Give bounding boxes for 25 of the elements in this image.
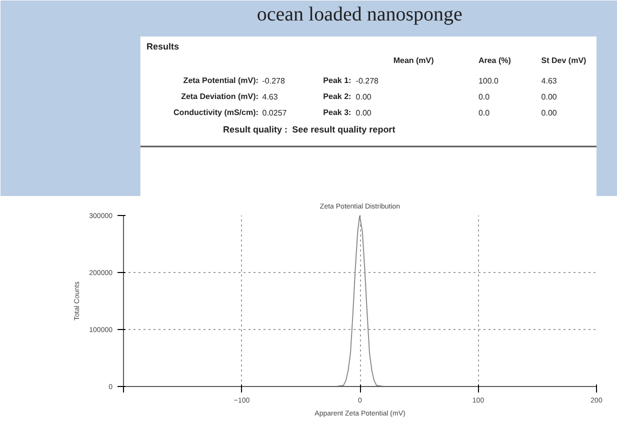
text: 0.00 <box>356 92 372 102</box>
text: Zeta Deviation (mV): <box>181 92 258 101</box>
text: Peak 2: <box>323 92 352 101</box>
text: -0.278 <box>262 76 286 86</box>
text: 0.00 <box>541 108 558 118</box>
text: ocean loaded nanosponge <box>256 4 462 26</box>
text: 0.0 <box>478 92 490 102</box>
text: Result quality : <box>223 124 288 134</box>
text: 0.00 <box>356 108 372 118</box>
text: St Dev (mV) <box>541 56 587 65</box>
text: Conductivity (mS/cm): <box>174 108 258 117</box>
text: Area (%) <box>478 56 512 65</box>
text: 100.0 <box>478 76 500 86</box>
text: See result quality report <box>292 124 396 134</box>
text: Mean (mV) <box>393 56 434 65</box>
text: Results <box>146 42 180 52</box>
text: 0.0257 <box>262 108 288 118</box>
text: 0.00 <box>541 92 558 102</box>
text: 0.0 <box>478 108 490 118</box>
text: 4.63 <box>262 92 278 102</box>
text: Zeta Potential (mV): <box>183 76 258 85</box>
text: Peak 1: <box>323 76 352 85</box>
text: Peak 3: <box>323 108 352 117</box>
text: 4.63 <box>541 76 558 86</box>
text: -0.278 <box>356 76 380 86</box>
